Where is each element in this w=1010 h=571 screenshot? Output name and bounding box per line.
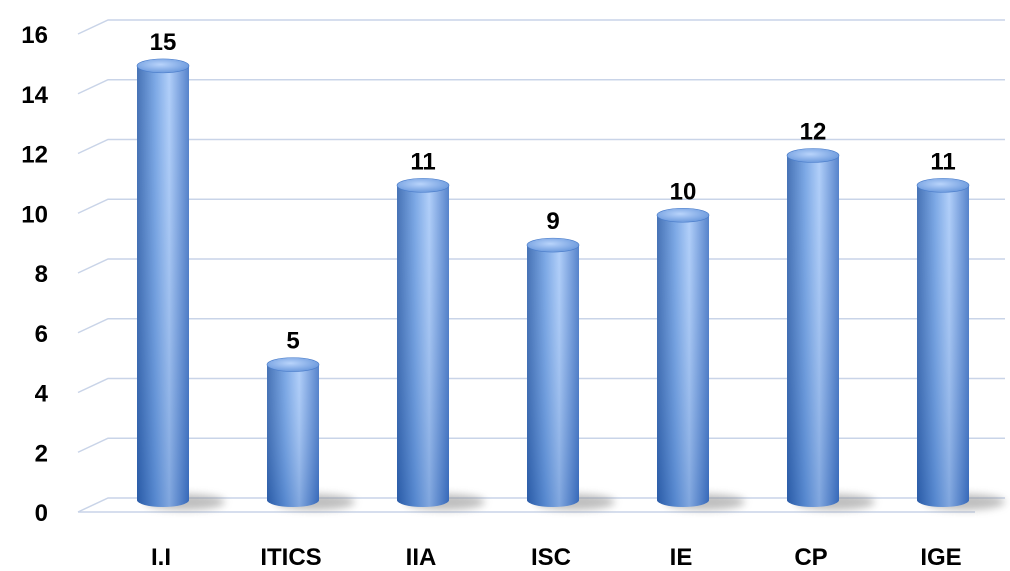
data-label: 11 (930, 148, 955, 175)
bar-top (396, 178, 450, 193)
y-tick-label: 12 (21, 142, 48, 169)
bar (136, 58, 225, 510)
bar (396, 178, 485, 510)
bar-shading (657, 215, 709, 507)
bar-shading (397, 185, 449, 507)
y-tick-label: 6 (35, 321, 48, 348)
x-tick-label: IIA (406, 544, 437, 571)
y-tick-label: 0 (35, 500, 48, 527)
bar-top (786, 148, 840, 163)
gridline (77, 198, 1005, 214)
bar-shading (137, 65, 189, 507)
gridline (77, 19, 1005, 35)
bar-shading (787, 155, 839, 507)
gridline (77, 79, 1005, 95)
x-tick-label: IGE (920, 544, 961, 571)
y-tick-label: 10 (21, 201, 48, 228)
bar (266, 357, 355, 510)
data-label: 15 (150, 29, 177, 56)
x-axis: I.I ITICS IIA ISC IE CP IGE (151, 544, 962, 571)
bar (526, 237, 615, 510)
gridline (77, 138, 1005, 155)
y-tick-label: 2 (35, 440, 48, 467)
gridlines (77, 19, 1005, 513)
data-label: 5 (286, 328, 299, 355)
x-tick-label: ISC (531, 544, 571, 571)
bar (656, 207, 745, 510)
x-tick-label: I.I (151, 544, 171, 571)
x-tick-label: CP (794, 544, 827, 571)
bar-shading (917, 185, 969, 507)
bar-top (136, 58, 190, 74)
bars: 15 5 11 9 10 12 11 (136, 29, 1005, 510)
x-tick-label: ITICS (260, 544, 321, 571)
bar-shading (267, 364, 319, 507)
bar-top (266, 357, 320, 372)
bar-shading (527, 245, 579, 507)
data-label: 12 (800, 119, 827, 146)
data-label: 11 (410, 148, 435, 175)
y-axis: 0 2 4 6 8 10 12 14 16 (21, 22, 48, 527)
data-label: 9 (546, 208, 559, 235)
data-label: 10 (670, 178, 697, 205)
x-tick-label: IE (670, 544, 693, 571)
bar-top (526, 237, 580, 253)
bar (916, 178, 1005, 510)
bar-top (916, 178, 970, 193)
y-tick-label: 16 (21, 22, 48, 49)
bar (786, 148, 875, 510)
y-tick-label: 4 (35, 381, 49, 408)
bar-top (656, 207, 710, 223)
y-tick-label: 14 (21, 82, 48, 109)
y-tick-label: 8 (35, 261, 48, 288)
